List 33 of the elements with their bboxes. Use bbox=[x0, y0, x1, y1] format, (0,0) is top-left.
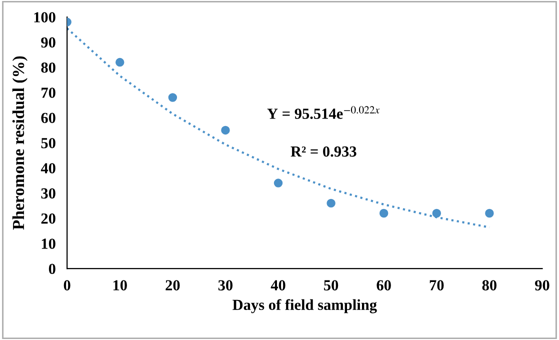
x-tick-label: 40 bbox=[270, 280, 286, 290]
x-tick-label: 60 bbox=[376, 280, 391, 290]
point bbox=[326, 198, 336, 208]
y-tick-label: 60 bbox=[41, 112, 56, 124]
point bbox=[274, 178, 283, 188]
y-axis-title: Pheromone residual (%) bbox=[12, 56, 28, 230]
x-tick-label: 80 bbox=[482, 280, 496, 290]
y-tick-label: 20 bbox=[41, 213, 56, 224]
annotation: Y = 95.514e$^{−0.022x}$ bbox=[267, 106, 380, 119]
y-tick-label: 50 bbox=[41, 138, 56, 148]
x-tick-label: 0 bbox=[64, 280, 70, 290]
x-tick-label: 50 bbox=[324, 280, 338, 290]
point bbox=[485, 208, 494, 218]
y-tick-label: 10 bbox=[42, 238, 56, 249]
x-tick-label: 10 bbox=[113, 280, 127, 290]
point bbox=[432, 208, 442, 218]
x-tick-label: 20 bbox=[166, 280, 180, 290]
x-tick-label: 70 bbox=[430, 280, 444, 290]
y-tick-label: 40 bbox=[40, 163, 56, 174]
y-tick-label: 90 bbox=[41, 37, 56, 48]
y-tick-label: 0 bbox=[48, 264, 56, 274]
point bbox=[221, 126, 230, 135]
x-tick-label: 30 bbox=[218, 280, 233, 290]
x-tick-label: 90 bbox=[535, 280, 550, 290]
point bbox=[168, 93, 178, 102]
y-tick-label: 30 bbox=[41, 188, 56, 199]
x-axis-title: Days of field sampling bbox=[232, 299, 377, 314]
y-tick-label: 80 bbox=[41, 62, 56, 73]
y-tick-label: 70 bbox=[42, 88, 56, 98]
point bbox=[379, 208, 388, 218]
point bbox=[116, 58, 124, 67]
y-tick-label: 100 bbox=[34, 12, 56, 22]
annotation: R² = 0.933 bbox=[290, 146, 356, 157]
